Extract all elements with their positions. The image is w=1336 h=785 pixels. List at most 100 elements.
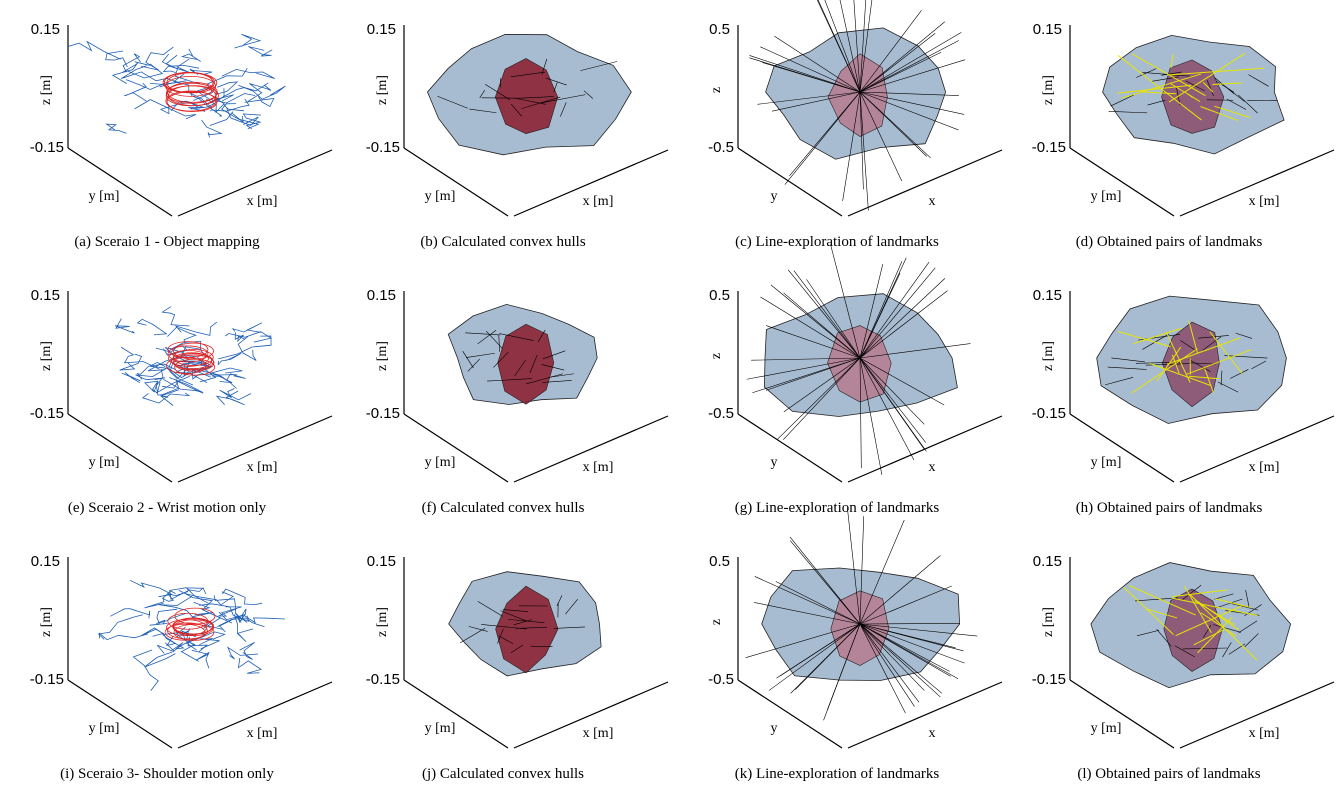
z-tick-label: -0.15 [30, 671, 64, 688]
caption: (k) Line-exploration of landmarks [735, 766, 940, 782]
trajectory [214, 82, 237, 94]
trajectory [220, 389, 251, 400]
z-tick-label: 0.15 [1033, 21, 1062, 38]
z-axis-label: z [m] [39, 341, 54, 371]
z-axis-label: z [709, 87, 724, 93]
z-axis-label: z [709, 619, 724, 625]
x-axis-label: x [m] [1249, 726, 1280, 741]
subfigure: 0.15-0.15z [m]y [m]x [m](a) Sceraio 1 - … [30, 21, 332, 250]
z-tick-label: -0.15 [1032, 405, 1066, 422]
subfigure: 0.15-0.15z [m]y [m]x [m](f) Calculated c… [366, 287, 668, 516]
y-axis-label: y [m] [425, 455, 456, 470]
subfigure: 0.15-0.15z [m]y [m]x [m](j) Calculated c… [366, 553, 668, 782]
y-axis [404, 680, 508, 748]
trajectory [233, 323, 262, 333]
y-axis [738, 680, 842, 748]
y-axis [1070, 148, 1174, 216]
y-axis-label: y [m] [425, 189, 456, 204]
z-tick-label: -0.15 [366, 139, 400, 156]
trajectory [145, 381, 158, 393]
trajectory [239, 658, 262, 673]
caption: (b) Calculated convex hulls [420, 234, 586, 250]
x-axis-label: x [929, 460, 936, 475]
z-tick-label: -0.5 [708, 405, 734, 422]
trajectory [100, 633, 148, 639]
x-axis-label: x [m] [583, 726, 614, 741]
z-axis-label: z [m] [375, 607, 390, 637]
z-tick-label: -0.5 [708, 139, 734, 156]
z-tick-label: 0.15 [1033, 287, 1062, 304]
z-tick-label: -0.15 [366, 405, 400, 422]
trajectory [238, 337, 256, 361]
trajectory [162, 382, 203, 394]
trajectory [218, 607, 241, 616]
caption: (j) Calculated convex hulls [422, 766, 584, 782]
caption: (g) Line-exploration of landmarks [735, 500, 940, 516]
x-axis-label: x [m] [247, 194, 278, 209]
subfigure: 0.15 -0.15 z [m] y [m] x [m] (d) Obtained pai… [1032, 21, 1334, 250]
caption: (f) Calculated convex hulls [422, 500, 585, 516]
x-axis-label: x [m] [583, 460, 614, 475]
y-axis [404, 148, 508, 216]
y-axis-label: y [m] [1091, 189, 1122, 204]
y-axis [68, 148, 172, 216]
subfigure: 0.15-0.15z [m]y [m]x [m](h) Obtained pai… [1032, 287, 1334, 516]
trajectory [157, 643, 183, 654]
z-tick-label: 0.15 [31, 287, 60, 304]
subfigure: 0.15-0.15z [m]y [m]x [m](l) Obtained pai… [1032, 553, 1334, 782]
z-tick-label: 0.15 [367, 553, 396, 570]
z-tick-label: 0.15 [31, 553, 60, 570]
z-tick-label: 0.5 [709, 21, 730, 38]
y-axis-label: y [771, 189, 778, 204]
z-axis-label: z [m] [1041, 607, 1056, 637]
trajectory [130, 580, 172, 597]
y-axis-label: y [m] [425, 721, 456, 736]
z-tick-label: -0.15 [30, 405, 64, 422]
caption: (h) Obtained pairs of landmaks [1076, 500, 1263, 516]
y-axis-label: y [m] [89, 721, 120, 736]
z-tick-label: 0.15 [367, 21, 396, 38]
y-axis-label: y [m] [89, 455, 120, 470]
y-axis [1070, 414, 1174, 482]
x-axis-label: x [m] [247, 460, 278, 475]
z-axis-label: z [m] [375, 341, 390, 371]
caption: (a) Sceraio 1 - Object mapping [74, 234, 260, 250]
z-axis-label: z [m] [1041, 75, 1056, 105]
z-tick-label: -0.15 [30, 139, 64, 156]
trajectory [222, 69, 275, 78]
trajectory [67, 42, 121, 60]
z-axis-label: z [m] [39, 607, 54, 637]
subfigure: 0.15 -0.15 z [m] y [m] x [m] (e) Sceraio 2 - … [30, 287, 332, 516]
trajectory [121, 66, 168, 81]
x-axis [848, 682, 1002, 748]
caption: (d) Obtained pairs of landmaks [1076, 234, 1263, 250]
trajectory [212, 368, 242, 383]
caption: (i) Sceraio 3- Shoulder motion only [60, 766, 274, 782]
trajectory [150, 609, 178, 625]
y-axis [68, 680, 172, 748]
z-tick-label: 0.15 [1033, 553, 1062, 570]
subfigure: 0.5-0.5zyx(k) Line-exploration of landma… [708, 508, 1002, 782]
trajectory [145, 651, 176, 667]
trajectory [217, 391, 245, 405]
z-axis-label: z [m] [1041, 341, 1056, 371]
trajectory [135, 100, 196, 119]
z-axis-label: z [709, 353, 724, 359]
y-axis-label: y [m] [1091, 721, 1122, 736]
y-axis [404, 414, 508, 482]
caption: (e) Sceraio 2 - Wrist motion only [68, 500, 267, 516]
trajectory [222, 589, 262, 605]
trajectory [115, 319, 135, 334]
trajectory [228, 647, 258, 659]
trajectory [110, 609, 149, 619]
trajectory [176, 322, 217, 335]
subfigure: 0.15-0.15z [m]y [m]x [m](i) Sceraio 3- S… [30, 553, 332, 782]
subfigure: 0.5-0.5zyx(g) Line-exploration of landma… [708, 244, 1002, 516]
y-axis-label: y [771, 721, 778, 736]
x-axis [848, 150, 1002, 216]
trajectory [235, 34, 261, 48]
caption: (c) Line-exploration of landmarks [735, 234, 939, 250]
x-axis-label: x [929, 194, 936, 209]
z-tick-label: -0.15 [1032, 139, 1066, 156]
x-axis-label: x [m] [1249, 194, 1280, 209]
